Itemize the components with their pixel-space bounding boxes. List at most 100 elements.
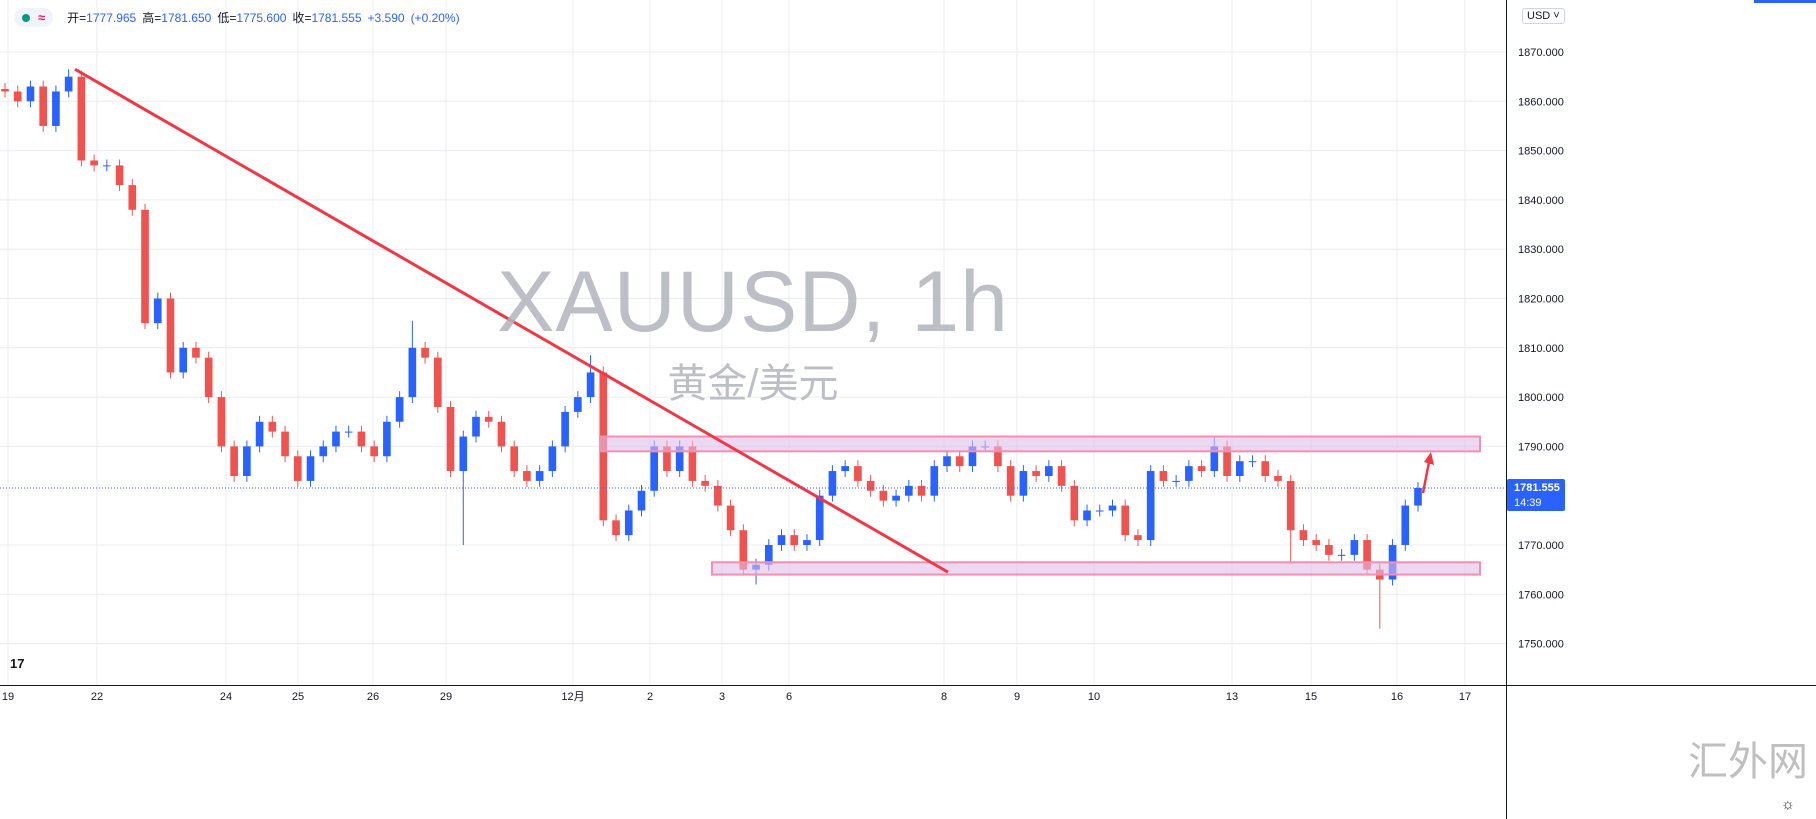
candle-body bbox=[77, 76, 86, 161]
time-tick-label: 10 bbox=[1088, 691, 1100, 703]
symbol-watermark: XAUUSD, 1h bbox=[497, 254, 1009, 350]
candle-body bbox=[803, 540, 811, 545]
candle-body bbox=[357, 431, 366, 447]
time-tick-label: 16 bbox=[1391, 691, 1403, 703]
candle-body bbox=[866, 480, 875, 491]
candle-body bbox=[103, 165, 111, 167]
candle-body bbox=[1401, 505, 1410, 545]
candle-body bbox=[1159, 471, 1168, 481]
trendline bbox=[74, 67, 949, 574]
candle-body bbox=[255, 421, 264, 447]
candle-body bbox=[446, 406, 455, 472]
candle-body bbox=[854, 466, 862, 481]
candle-body bbox=[1019, 471, 1028, 496]
time-tick-label: 6 bbox=[786, 691, 792, 703]
price-tick-label: 1860.000 bbox=[1518, 96, 1564, 108]
candle-body bbox=[90, 160, 98, 166]
candle-body bbox=[281, 431, 289, 457]
status-pill[interactable]: ≈ bbox=[14, 8, 54, 27]
candle-body bbox=[192, 347, 200, 358]
candle-body bbox=[344, 431, 353, 433]
price-tick-label: 1790.000 bbox=[1518, 441, 1564, 453]
candle-body bbox=[1172, 480, 1180, 482]
candle-body bbox=[650, 446, 659, 491]
candle-body bbox=[64, 76, 73, 92]
time-axis[interactable]: 19 22 24 25 26 29 12月 2 3 6 8 9 10 13 15 16 17 bbox=[2, 691, 1471, 703]
candle-body bbox=[1083, 510, 1091, 521]
price-tick-label: 1870.000 bbox=[1518, 47, 1564, 59]
candle-body bbox=[13, 91, 22, 102]
candle-body bbox=[955, 456, 964, 467]
candle-body bbox=[1286, 480, 1295, 531]
candle-body bbox=[701, 480, 709, 486]
high-label: 高 bbox=[142, 11, 155, 25]
candle-body bbox=[1045, 466, 1053, 476]
bar-countdown: 14:39 bbox=[1514, 497, 1542, 509]
close-label: 收 bbox=[292, 11, 305, 25]
candle-body bbox=[1261, 461, 1270, 476]
candle-body bbox=[1121, 505, 1130, 536]
candle-body bbox=[1197, 466, 1206, 472]
time-tick-label: 25 bbox=[292, 691, 304, 703]
time-tick-label: 15 bbox=[1305, 691, 1317, 703]
name-watermark: 黄金/美元 bbox=[667, 362, 839, 406]
drawings[interactable] bbox=[74, 67, 1481, 576]
currency-select[interactable]: USD ˅ bbox=[1522, 8, 1565, 24]
candle-body bbox=[1134, 535, 1142, 541]
candle-body bbox=[510, 446, 519, 472]
candle-body bbox=[472, 416, 480, 437]
candle-body bbox=[433, 357, 442, 407]
candle-body bbox=[1057, 466, 1066, 486]
change-percent: (+0.20%) bbox=[410, 10, 460, 25]
candle-body bbox=[1325, 545, 1333, 555]
tradingview-logo-icon[interactable]: 17 bbox=[10, 656, 25, 671]
candle-body bbox=[624, 510, 633, 536]
price-tick-label: 1820.000 bbox=[1518, 294, 1564, 306]
top-accent bbox=[1754, 0, 1816, 3]
time-tick-label: 17 bbox=[1459, 691, 1471, 703]
time-tick-label: 8 bbox=[941, 691, 947, 703]
candle-body bbox=[561, 411, 569, 447]
candles bbox=[1, 69, 1422, 629]
price-tick-label: 1810.000 bbox=[1518, 343, 1564, 355]
change-value: +3.590 bbox=[367, 10, 405, 25]
candle-body bbox=[1223, 446, 1231, 476]
open-label: 开 bbox=[67, 11, 80, 25]
price-axis[interactable]: 1870.000 1860.000 1850.000 1840.000 1830.000… bbox=[1518, 47, 1564, 651]
candle-body bbox=[663, 446, 671, 472]
candle-body bbox=[879, 490, 888, 501]
candle-body bbox=[1006, 466, 1015, 496]
price-tick-label: 1800.000 bbox=[1518, 392, 1564, 404]
price-tick-label: 1840.000 bbox=[1518, 195, 1564, 207]
price-tick-label: 1830.000 bbox=[1518, 244, 1564, 256]
candle-body bbox=[892, 495, 900, 501]
candle-body bbox=[739, 530, 748, 570]
price-tick-label: 1750.000 bbox=[1518, 639, 1564, 651]
time-tick-label: 19 bbox=[2, 691, 14, 703]
candle-body bbox=[395, 397, 404, 422]
candle-body bbox=[1274, 475, 1282, 481]
candle-body bbox=[484, 416, 493, 422]
high-value: 1781.650 bbox=[161, 10, 212, 25]
low-value: 1775.600 bbox=[236, 10, 287, 25]
candle-body bbox=[1312, 540, 1320, 545]
low-label: 低 bbox=[217, 11, 230, 25]
candle-body bbox=[828, 471, 837, 496]
candle-body bbox=[268, 421, 277, 432]
price-tick-label: 1850.000 bbox=[1518, 146, 1564, 158]
candle-body bbox=[293, 456, 302, 481]
candle-body bbox=[535, 471, 544, 481]
wave-icon: ≈ bbox=[38, 10, 46, 25]
last-price-value: 1781.555 bbox=[1514, 482, 1560, 494]
candle-body bbox=[1414, 488, 1422, 506]
candle-body bbox=[968, 446, 977, 467]
settings-gear-icon[interactable]: ☼ bbox=[1781, 796, 1795, 813]
candle-body bbox=[1210, 446, 1219, 472]
time-tick-label: 24 bbox=[220, 691, 232, 703]
candle-body bbox=[1248, 461, 1257, 463]
candle-body bbox=[586, 372, 595, 398]
time-tick-label: 12月 bbox=[561, 691, 584, 703]
candle-body bbox=[230, 446, 238, 476]
candle-body bbox=[637, 490, 646, 511]
